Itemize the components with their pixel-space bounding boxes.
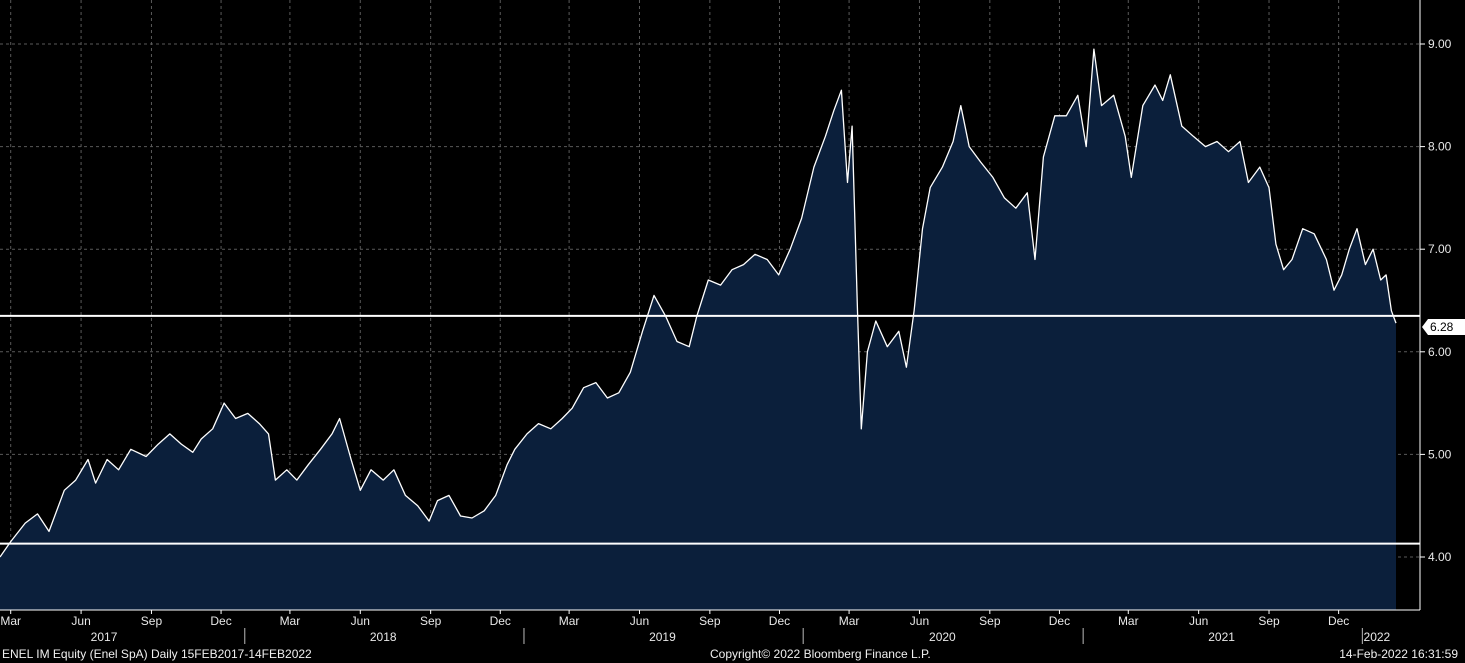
year-label: 2020 [929,630,956,644]
y-tick-label: 4.00 [1428,550,1452,564]
x-axis-ticks: Mar Jun Sep Dec Mar Jun Sep Dec Mar Jun Sep Dec Mar J… [0,610,1391,644]
year-label: 2022 [1364,630,1391,644]
month-tick-label: Dec [1049,614,1070,628]
last-value-label: 6.28 [1430,320,1454,334]
month-tick-label: Sep [979,614,1001,628]
month-tick-label: Jun [71,614,90,628]
month-tick-label: Mar [1118,614,1139,628]
month-tick-label: Sep [699,614,721,628]
month-tick-label: Mar [559,614,580,628]
month-tick-label: Mar [280,614,301,628]
price-line [0,48,1397,558]
month-tick-label: Jun [910,614,929,628]
footer-security-info: ENEL IM Equity (Enel SpA) Daily 15FEB201… [2,647,312,661]
month-tick-label: Dec [1328,614,1349,628]
y-tick-label: 5.00 [1428,447,1452,461]
last-value-marker: 6.28 [1422,318,1465,335]
last-value-box [1422,318,1465,335]
month-tick-label: Mar [0,614,21,628]
reference-lines [0,314,1420,545]
year-label: 2019 [649,630,676,644]
month-tick-label: Mar [839,614,860,628]
month-tick-label: Dec [490,614,511,628]
y-tick-label: 7.00 [1428,242,1452,256]
y-tick-label: 8.00 [1428,140,1452,154]
month-tick-label: Sep [141,614,163,628]
month-tick-label: Jun [1189,614,1208,628]
year-label: 2021 [1208,630,1235,644]
year-label: 2018 [370,630,397,644]
month-tick-label: Sep [1258,614,1280,628]
month-tick-label: Jun [351,614,370,628]
month-tick-label: Sep [420,614,442,628]
price-area-fill [0,49,1396,611]
month-tick-label: Dec [769,614,790,628]
year-label: 2017 [91,630,118,644]
footer-timestamp: 14-Feb-2022 16:31:59 [1339,647,1458,661]
y-axis-ticks: 4.00 5.00 6.00 7.00 8.00 9.00 [1420,37,1452,564]
footer-copyright: Copyright© 2022 Bloomberg Finance L.P. [710,647,931,661]
month-tick-label: Dec [210,614,231,628]
y-tick-label: 9.00 [1428,37,1452,51]
month-tick-label: Jun [630,614,649,628]
price-area-layer [0,48,1397,611]
y-tick-label: 6.00 [1428,345,1452,359]
